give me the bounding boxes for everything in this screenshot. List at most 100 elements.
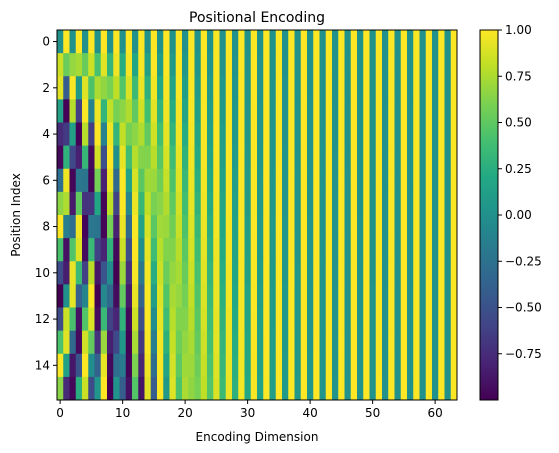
heatmap-cell [269,215,277,239]
heatmap-cell [313,168,320,193]
heatmap-cell [194,168,202,193]
heatmap-cell [438,122,445,147]
heatmap-cell [188,284,195,308]
heatmap-cell [300,145,308,170]
x-tick-label: 60 [427,406,442,420]
heatmap-cell [332,76,339,100]
heatmap-cell [182,238,189,262]
heatmap-cell [413,215,420,239]
heatmap-cell [394,261,402,285]
heatmap-cell [150,53,158,77]
heatmap-cell [119,376,127,401]
heatmap-cell [275,330,283,355]
heatmap-cell [419,99,427,123]
heatmap-cell [400,99,408,123]
heatmap-cell [138,307,145,332]
heatmap-cell [357,53,364,77]
heatmap-cell [200,191,208,216]
heatmap-cell [350,307,358,332]
heatmap-cell [257,307,264,332]
heatmap-cell [194,99,202,123]
heatmap-cell [350,330,358,355]
heatmap-cell [194,353,202,378]
heatmap-cell [132,145,139,170]
heatmap-cell [263,168,270,193]
heatmap-cell [319,261,327,285]
heatmap-cell [407,191,414,216]
heatmap-cell [113,376,120,401]
heatmap-cell [113,122,120,147]
heatmap-cell [444,238,452,262]
heatmap-cell [244,53,252,77]
heatmap-cell [325,53,333,77]
heatmap-cell [282,215,289,239]
heatmap-cell [419,191,427,216]
heatmap-cell [263,76,270,100]
heatmap-cell [419,330,427,355]
heatmap-cell [132,99,139,123]
heatmap-cell [138,376,145,401]
heatmap-cell [413,122,420,147]
heatmap-cell [344,53,352,77]
heatmap-cell [319,191,327,216]
heatmap-cell [438,238,445,262]
heatmap-cell [225,145,233,170]
x-axis-label: Encoding Dimension [196,430,319,444]
colorbar-ticks: 1.00 0.75 0.50 0.25 0.00 −0.25 −0.50 −0.75 [498,23,542,361]
heatmap-cell [382,76,389,100]
heatmap-cell [232,53,239,77]
heatmap-cell [269,376,277,401]
heatmap-cell [244,122,252,147]
heatmap-cell [188,30,195,54]
heatmap-cell [269,76,277,100]
colorbar [479,29,499,401]
heatmap-cell [125,353,133,378]
heatmap-cell [263,284,270,308]
heatmap-cell [288,284,295,308]
heatmap-cell [94,76,102,100]
heatmap-cell [332,238,339,262]
heatmap-cell [113,76,120,100]
y-tick-label: 8 [42,220,50,234]
heatmap-cell [350,76,358,100]
heatmap-cell [188,99,195,123]
heatmap-cell [350,191,358,216]
heatmap-cell [307,122,314,147]
heatmap-cell [282,238,289,262]
heatmap-cell [419,238,427,262]
heatmap-cell [375,122,383,147]
heatmap-cell [188,215,195,239]
heatmap-cell [219,261,227,285]
heatmap-cell [213,122,220,147]
x-tick-label: 0 [56,406,64,420]
heatmap-cell [113,215,120,239]
heatmap-cell [307,53,314,77]
heatmap-cell [338,168,345,193]
heatmap-cell [150,76,158,100]
heatmap-cell [319,53,327,77]
heatmap-cell [319,330,327,355]
heatmap-cell [63,99,70,123]
heatmap-cell [144,284,152,308]
heatmap-cell [444,330,452,355]
heatmap-cell [438,261,445,285]
heatmap-cell [82,238,89,262]
heatmap-cell [119,238,127,262]
heatmap-cell [82,122,89,147]
heatmap-cell [432,99,439,123]
heatmap-cell [75,284,83,308]
heatmap-cell [413,99,420,123]
heatmap-cell [300,122,308,147]
heatmap-cell [207,238,214,262]
heatmap-cell [219,191,227,216]
heatmap-cell [394,353,402,378]
heatmap-cell [294,238,302,262]
heatmap-cell [225,376,233,401]
heatmap-cell [275,284,283,308]
heatmap-cell [213,238,220,262]
heatmap-cell [400,145,408,170]
heatmap-cell [294,145,302,170]
heatmap-cell [344,376,352,401]
heatmap-cell [232,261,239,285]
heatmap-cell [319,76,327,100]
